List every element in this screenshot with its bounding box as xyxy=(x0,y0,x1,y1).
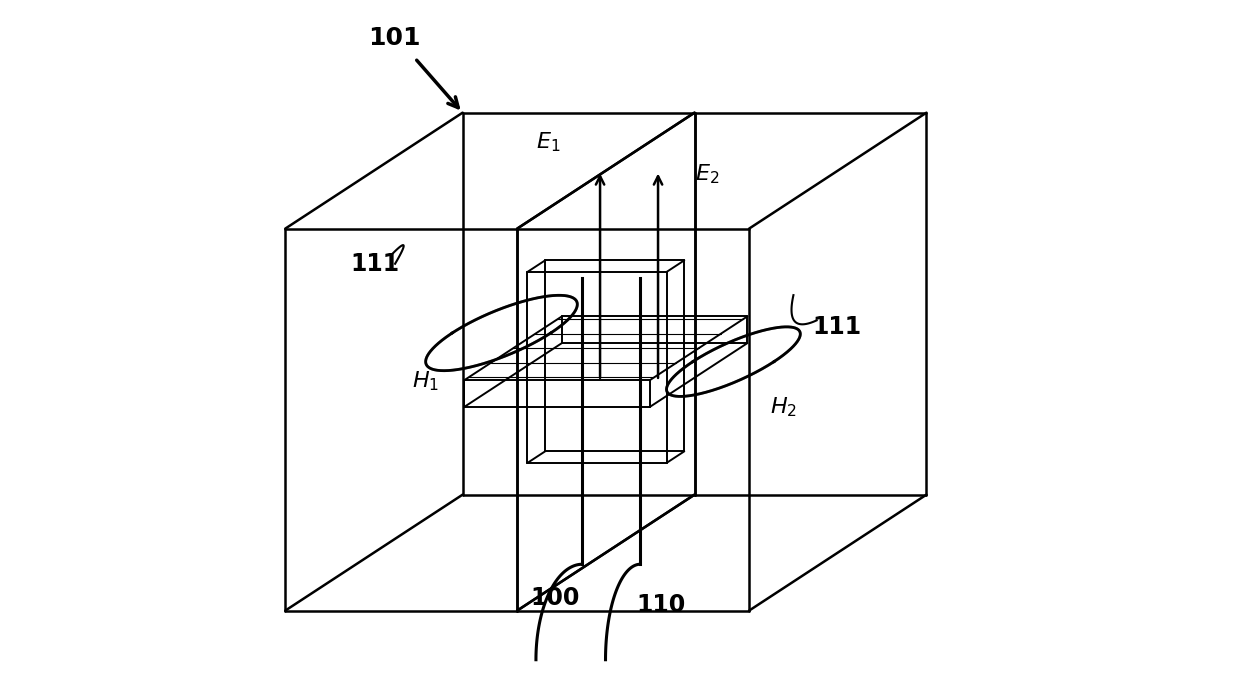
Text: $E_1$: $E_1$ xyxy=(535,131,560,155)
Text: $H_1$: $H_1$ xyxy=(411,369,439,393)
Text: 111: 111 xyxy=(351,252,399,276)
Text: $E_2$: $E_2$ xyxy=(695,162,720,186)
Text: 101: 101 xyxy=(368,26,421,49)
Text: 100: 100 xyxy=(530,586,580,610)
Text: 111: 111 xyxy=(813,315,861,339)
Text: 110: 110 xyxy=(636,593,685,617)
Text: $H_2$: $H_2$ xyxy=(769,396,797,420)
